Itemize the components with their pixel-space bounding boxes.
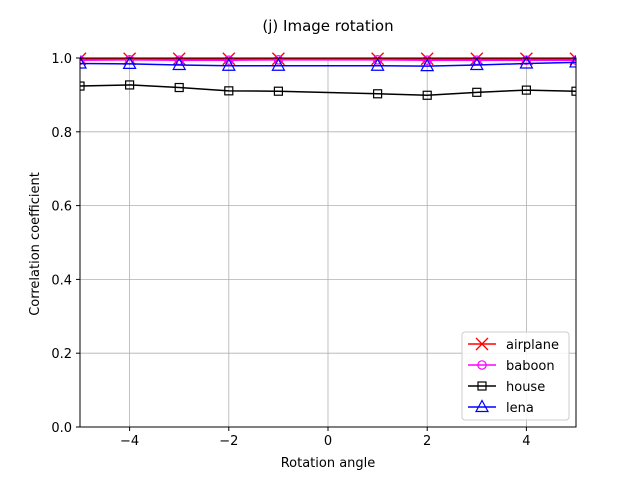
chart-title: (j) Image rotation <box>262 17 393 35</box>
x-tick-label: 2 <box>423 434 431 449</box>
x-tick-label: 4 <box>522 434 530 449</box>
legend-label: baboon <box>506 359 555 374</box>
y-tick-label: 0.6 <box>51 200 72 215</box>
y-tick-label: 0.0 <box>51 421 72 436</box>
y-tick-label: 0.2 <box>51 347 72 362</box>
y-tick-label: 0.8 <box>51 126 72 141</box>
y-tick-label: 1.0 <box>51 52 72 67</box>
y-tick-label: 0.4 <box>51 273 72 288</box>
x-axis-label: Rotation angle <box>281 456 376 471</box>
legend-label: lena <box>506 401 534 416</box>
legend-label: house <box>506 380 545 395</box>
legend-label: airplane <box>506 338 559 353</box>
legend: airplane baboon house lena <box>462 332 569 420</box>
x-tick-label: 0 <box>324 434 332 449</box>
x-tick-label: −2 <box>219 434 238 449</box>
axes: −4 −2 0 2 4 0.0 0.2 0.4 0.6 0.8 1.0 <box>51 52 530 449</box>
y-axis-label: Correlation coefficient <box>28 172 43 316</box>
x-tick-label: −4 <box>120 434 139 449</box>
